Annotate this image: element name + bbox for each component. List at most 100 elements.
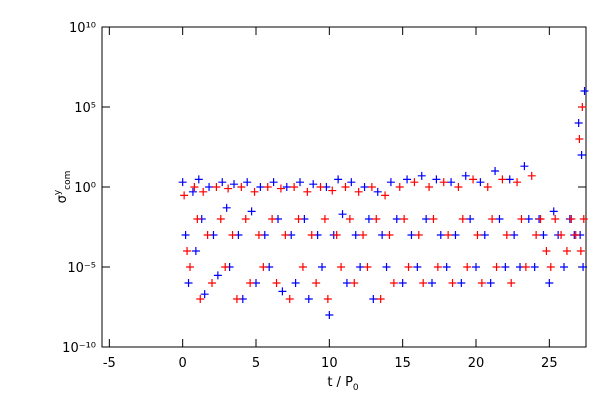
data-point	[363, 263, 372, 271]
y-tick-label: 10⁻⁵	[67, 261, 96, 276]
data-point	[404, 263, 413, 271]
data-point	[385, 231, 394, 239]
data-point	[545, 279, 554, 287]
data-point	[364, 215, 373, 223]
data-point	[369, 295, 378, 303]
data-point	[577, 151, 586, 159]
data-point	[392, 215, 401, 223]
data-point	[318, 263, 326, 271]
data-point	[294, 215, 303, 223]
data-point	[473, 231, 482, 239]
data-point	[447, 178, 456, 187]
data-point	[580, 87, 589, 95]
data-point	[381, 191, 390, 200]
x-tick-label: 0	[179, 356, 187, 371]
data-point	[428, 279, 436, 287]
data-point	[269, 178, 278, 187]
data-point	[502, 231, 511, 239]
data-point	[359, 231, 368, 239]
data-point	[521, 263, 530, 271]
data-point	[354, 187, 363, 196]
data-point	[298, 263, 307, 271]
data-point	[560, 263, 568, 271]
data-point	[398, 279, 407, 287]
data-point	[232, 295, 241, 303]
data-point	[341, 183, 350, 191]
data-point	[247, 207, 256, 216]
x-tick-label: 20	[468, 356, 485, 371]
data-point	[376, 295, 385, 303]
data-point	[469, 175, 478, 184]
x-tick-label: -5	[103, 356, 116, 371]
data-point	[549, 207, 558, 216]
y-tick-label: 10⁰	[74, 181, 96, 196]
data-point	[291, 279, 300, 287]
data-point	[218, 178, 227, 187]
data-point	[243, 178, 252, 187]
x-tick-label: 25	[541, 356, 558, 371]
x-tick-label: 15	[394, 356, 411, 371]
data-point	[571, 231, 580, 239]
data-point	[320, 215, 329, 223]
data-point	[272, 279, 281, 287]
data-point	[312, 279, 321, 287]
data-point	[278, 287, 287, 296]
data-point	[304, 295, 313, 303]
data-point	[334, 175, 343, 184]
data-point	[303, 187, 312, 196]
data-point	[250, 187, 259, 196]
data-point	[532, 231, 541, 239]
data-point	[221, 263, 230, 271]
data-point	[373, 187, 382, 196]
data-point	[576, 247, 585, 255]
data-point	[442, 263, 451, 271]
data-point	[213, 271, 222, 280]
data-point	[546, 263, 555, 271]
data-point	[513, 178, 522, 187]
data-point	[186, 263, 194, 271]
data-point	[216, 215, 225, 223]
data-point	[551, 215, 560, 223]
data-point	[268, 215, 277, 223]
x-axis-label: t / P0	[327, 375, 359, 393]
data-point	[517, 215, 526, 223]
y-tick-label: 10⁻¹⁰	[62, 341, 96, 356]
data-point	[419, 279, 428, 287]
data-point	[360, 183, 369, 191]
data-point	[254, 231, 263, 239]
data-point	[332, 231, 341, 239]
data-point	[205, 183, 214, 191]
data-point	[212, 183, 221, 191]
data-point	[433, 263, 442, 271]
data-point	[194, 175, 203, 184]
data-point	[328, 186, 337, 195]
data-point	[256, 183, 265, 191]
data-point	[429, 215, 438, 223]
data-point	[579, 263, 588, 271]
data-point	[263, 183, 272, 191]
data-point	[378, 231, 387, 239]
data-point	[188, 187, 197, 196]
data-point	[351, 231, 360, 239]
data-point	[451, 231, 460, 239]
data-point	[190, 183, 199, 191]
data-point	[356, 263, 365, 271]
data-point	[495, 215, 504, 223]
data-point	[347, 178, 356, 187]
y-axis-label: σycom	[53, 171, 73, 204]
data-point	[501, 263, 510, 271]
data-point	[476, 178, 485, 187]
data-point	[410, 178, 419, 187]
data-point	[178, 178, 187, 187]
y-tick-label: 10¹⁰	[69, 21, 96, 36]
data-point	[180, 191, 189, 200]
data-point	[200, 290, 209, 299]
data-point	[222, 203, 231, 212]
data-point	[557, 231, 566, 239]
data-point	[309, 180, 318, 189]
data-point	[342, 279, 351, 287]
data-point	[337, 263, 346, 271]
data-point	[436, 231, 445, 239]
data-point	[230, 180, 238, 189]
data-point	[432, 175, 441, 184]
